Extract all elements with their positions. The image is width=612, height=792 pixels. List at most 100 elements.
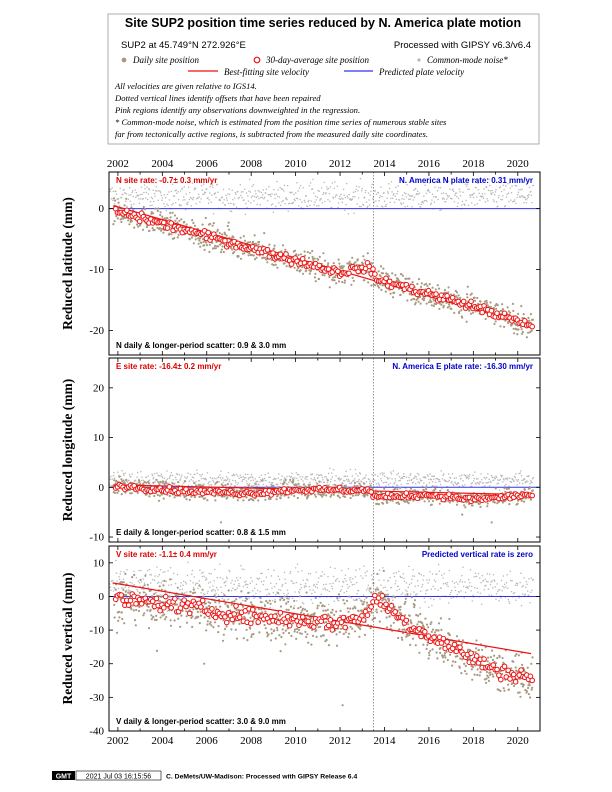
cmn-point xyxy=(225,194,227,196)
cmn-point xyxy=(437,563,440,566)
cmn-point xyxy=(192,586,195,589)
daily-point xyxy=(202,595,205,598)
cmn-point xyxy=(473,576,475,578)
cmn-point xyxy=(434,481,437,484)
avg30-point xyxy=(270,250,276,256)
cmn-point xyxy=(291,580,293,582)
daily-point xyxy=(226,496,229,499)
cmn-point xyxy=(520,572,522,574)
daily-point xyxy=(363,482,366,485)
daily-point xyxy=(505,487,508,490)
daily-point xyxy=(198,622,201,625)
cmn-point xyxy=(115,190,117,192)
cmn-point xyxy=(475,575,478,577)
cmn-point xyxy=(483,588,485,591)
daily-point xyxy=(506,306,509,309)
cmn-point xyxy=(341,201,344,204)
cmn-point xyxy=(119,187,121,190)
cmn-point xyxy=(177,190,179,193)
cmn-point xyxy=(237,190,239,193)
daily-point xyxy=(224,484,227,487)
cmn-point xyxy=(397,472,400,474)
daily-point xyxy=(162,231,165,234)
cmn-point xyxy=(345,182,348,185)
daily-point xyxy=(178,219,181,222)
cmn-point xyxy=(171,183,174,186)
cmn-point xyxy=(270,575,273,577)
cmn-point xyxy=(140,198,142,200)
cmn-point xyxy=(381,472,383,474)
daily-point xyxy=(411,281,414,284)
daily-point xyxy=(159,480,162,483)
cmn-point xyxy=(483,476,485,479)
cmn-point xyxy=(348,480,350,482)
cmn-point xyxy=(485,476,488,479)
cmn-point xyxy=(380,584,382,586)
cmn-point xyxy=(517,191,520,194)
cmn-point xyxy=(498,489,501,491)
cmn-point xyxy=(375,483,378,485)
cmn-point xyxy=(381,195,383,198)
cmn-point xyxy=(295,581,298,584)
cmn-point xyxy=(329,467,331,470)
cmn-point xyxy=(507,192,510,195)
cmn-point xyxy=(219,474,221,476)
cmn-point xyxy=(221,196,224,199)
cmn-point xyxy=(278,588,280,591)
x-tick-label-top: 2008 xyxy=(240,158,263,170)
cmn-point xyxy=(169,475,171,478)
daily-point xyxy=(366,252,369,255)
daily-point xyxy=(322,252,325,255)
cmn-point xyxy=(519,472,521,475)
cmn-point xyxy=(447,602,450,604)
cmn-point xyxy=(222,477,224,479)
cmn-point xyxy=(168,477,171,480)
cmn-point xyxy=(524,197,526,199)
cmn-point xyxy=(378,199,380,202)
cmn-point xyxy=(513,199,516,201)
cmn-point xyxy=(146,186,148,188)
cmn-point xyxy=(462,585,465,588)
cmn-point xyxy=(403,192,406,194)
daily-point xyxy=(371,262,374,265)
daily-point xyxy=(252,254,255,257)
cmn-point xyxy=(266,588,269,591)
cmn-point xyxy=(422,579,424,581)
cmn-point xyxy=(194,483,197,485)
cmn-point xyxy=(279,589,282,591)
daily-point xyxy=(318,480,321,483)
cmn-point xyxy=(400,202,402,204)
cmn-point xyxy=(131,190,134,192)
cmn-point xyxy=(416,472,419,475)
daily-point xyxy=(384,290,387,293)
cmn-point xyxy=(507,183,509,185)
cmn-point xyxy=(402,202,405,204)
site-rate-label: N site rate: -0.7± 0.3 mm/yr xyxy=(116,176,217,185)
daily-point xyxy=(266,261,269,264)
cmn-point xyxy=(253,200,255,202)
cmn-point xyxy=(152,189,154,192)
cmn-point xyxy=(409,593,412,595)
cmn-point xyxy=(154,195,156,197)
cmn-point xyxy=(272,211,275,214)
cmn-point xyxy=(299,588,301,591)
cmn-point xyxy=(497,479,499,481)
cmn-point xyxy=(428,606,430,609)
cmn-point xyxy=(143,191,145,194)
cmn-point xyxy=(365,575,367,577)
cmn-point xyxy=(323,573,326,575)
cmn-point xyxy=(148,568,151,571)
cmn-point xyxy=(160,582,163,584)
y-tick-label: 0 xyxy=(99,203,105,215)
cmn-point xyxy=(281,188,284,191)
cmn-point xyxy=(166,478,169,480)
cmn-point xyxy=(202,483,204,485)
cmn-point xyxy=(321,571,324,573)
cmn-point xyxy=(516,480,519,482)
cmn-point xyxy=(390,586,393,589)
cmn-point xyxy=(437,186,440,189)
cmn-point xyxy=(437,589,439,592)
cmn-point xyxy=(154,480,156,483)
avg30-point xyxy=(446,491,452,498)
cmn-point xyxy=(411,205,413,208)
